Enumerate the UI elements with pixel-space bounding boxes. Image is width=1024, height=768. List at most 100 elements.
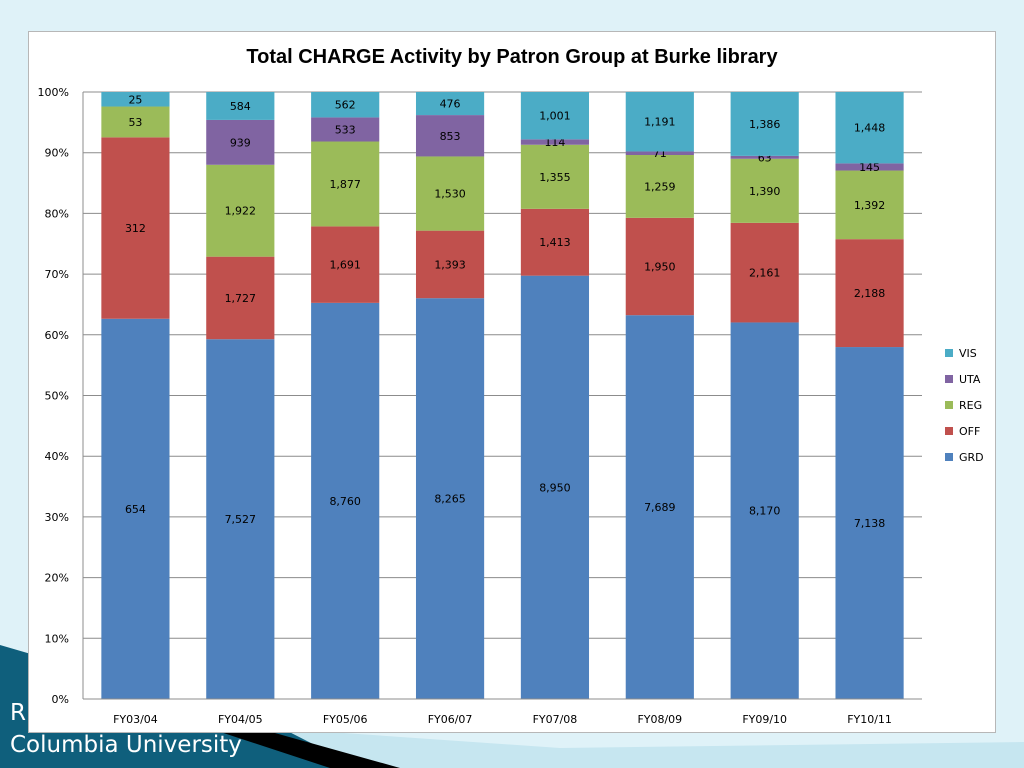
footer-text-university: Columbia University — [10, 732, 242, 758]
y-tick-label: 80% — [45, 207, 69, 220]
data-label: 584 — [230, 100, 251, 113]
bar-segment-grd — [835, 347, 904, 699]
bar-segment-grd — [206, 339, 275, 699]
bar-segment-grd — [101, 318, 170, 699]
bar-segment-reg — [625, 154, 694, 218]
bar-segment-reg — [101, 106, 170, 138]
bar-segment-uta — [730, 155, 799, 159]
data-label: 476 — [440, 98, 461, 111]
bar-segment-uta — [835, 163, 904, 171]
x-tick-label: FY04/05 — [218, 713, 263, 726]
bar-segment-reg — [520, 144, 590, 209]
data-label: 25 — [128, 93, 142, 106]
legend-swatch-off — [945, 427, 953, 435]
footer-text-initial: R — [10, 700, 26, 726]
data-label: 2,188 — [854, 287, 886, 300]
bar-segment-vis — [101, 92, 170, 107]
data-label: 8,950 — [539, 481, 571, 494]
bar-segment-reg — [415, 156, 485, 231]
data-label: 533 — [335, 123, 356, 136]
data-label: 1,691 — [329, 259, 361, 272]
legend-swatch-uta — [945, 375, 953, 383]
y-tick-label: 50% — [45, 390, 69, 403]
data-label: 2,161 — [749, 267, 781, 280]
legend-label: OFF — [959, 425, 980, 438]
bar-segment-vis — [311, 92, 380, 118]
data-label: 8,265 — [434, 493, 466, 506]
data-label: 1,259 — [644, 180, 676, 193]
data-label: 1,386 — [749, 118, 781, 131]
legend-swatch-reg — [945, 401, 953, 409]
data-label: 1,355 — [539, 171, 571, 184]
bar-segment-off — [625, 217, 694, 316]
bar-segment-vis — [625, 92, 694, 152]
y-tick-label: 40% — [45, 450, 69, 463]
bar-segment-vis — [520, 92, 590, 140]
data-label: 8,760 — [329, 495, 361, 508]
data-label: 7,138 — [854, 517, 886, 530]
x-tick-label: FY07/08 — [533, 713, 578, 726]
data-label: 7,689 — [644, 501, 676, 514]
bar-segment-off — [311, 226, 380, 303]
data-label: 562 — [335, 99, 356, 112]
data-label: 1,922 — [225, 205, 257, 218]
x-tick-label: FY03/04 — [113, 713, 158, 726]
data-label: 1,448 — [854, 122, 886, 135]
data-label: 654 — [125, 503, 146, 516]
y-tick-label: 70% — [45, 268, 69, 281]
bar-segment-vis — [206, 92, 275, 120]
legend-swatch-vis — [945, 349, 953, 357]
legend-swatch-grd — [945, 453, 953, 461]
data-label: 853 — [440, 130, 461, 143]
data-label: 1,393 — [434, 258, 466, 271]
data-label: 1,390 — [749, 185, 781, 198]
bar-segment-off — [415, 230, 485, 299]
bar-segment-vis — [730, 92, 799, 156]
data-label: 1,727 — [225, 292, 257, 305]
chart-plot: 0% 10% 20% 30% 40% 50% 60% 70% 80% 90% 100% 654 312 5… — [38, 86, 984, 726]
data-label: 53 — [128, 116, 142, 129]
bar-segment-uta — [625, 151, 694, 155]
chart-title: Total CHARGE Activity by Patron Group at… — [246, 46, 778, 68]
bar-segment-grd — [730, 322, 799, 699]
data-label: 1,877 — [329, 178, 361, 191]
bar-segment-reg — [206, 164, 275, 257]
bar-segment-reg — [730, 158, 799, 223]
data-label: 1,530 — [434, 188, 466, 201]
data-label: 1,392 — [854, 199, 886, 212]
legend-label: GRD — [959, 451, 984, 464]
bar-segment-vis — [835, 92, 904, 164]
bar-segment-uta — [415, 115, 485, 157]
x-tick-label: FY09/10 — [742, 713, 787, 726]
legend-label: REG — [959, 399, 982, 412]
bar-segment-off — [730, 222, 799, 323]
bar-segment-vis — [415, 92, 485, 116]
bar-segment-grd — [415, 298, 485, 699]
data-label: 939 — [230, 136, 251, 149]
y-tick-label: 0% — [52, 693, 69, 706]
data-label: 145 — [859, 161, 880, 174]
data-label: 1,001 — [539, 110, 571, 123]
y-tick-label: 100% — [38, 86, 69, 99]
chart-frame: Total CHARGE Activity by Patron Group at… — [28, 31, 996, 733]
bar-segment-uta — [311, 117, 380, 142]
bar-segment-uta — [520, 139, 590, 145]
bar-segment-off — [101, 137, 170, 319]
y-tick-label: 30% — [45, 511, 69, 524]
bar-segment-grd — [625, 315, 694, 699]
y-tick-label: 20% — [45, 572, 69, 585]
bar-segment-reg — [311, 141, 380, 227]
x-tick-label: FY05/06 — [323, 713, 368, 726]
data-label: 312 — [125, 222, 146, 235]
y-tick-label: 90% — [45, 147, 69, 160]
bar-segment-off — [206, 256, 275, 340]
bar-segment-grd — [520, 275, 590, 699]
bar-segment-uta — [206, 119, 275, 165]
bar-segment-reg — [835, 170, 904, 240]
bar-segment-grd — [311, 302, 380, 699]
data-label: 7,527 — [225, 513, 257, 526]
data-label: 8,170 — [749, 505, 781, 518]
y-tick-label: 60% — [45, 329, 69, 342]
data-label: 1,950 — [644, 261, 676, 274]
x-tick-label: FY08/09 — [637, 713, 682, 726]
